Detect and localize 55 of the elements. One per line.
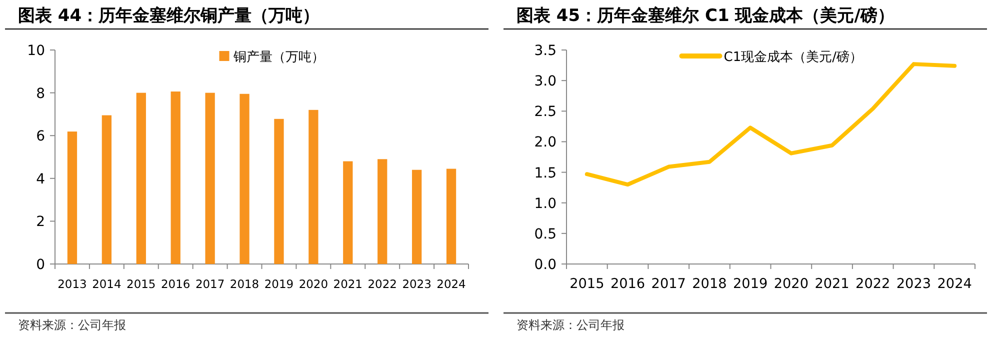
y-tick-label: 0.0 [534, 257, 556, 273]
y-tick-label: 4 [36, 171, 46, 188]
chart-title: 图表 45：历年金塞维尔 C1 现金成本（美元/磅） [516, 6, 894, 26]
x-tick-label: 2020 [774, 276, 808, 292]
bar [308, 110, 318, 264]
line-series [584, 62, 957, 187]
y-tick-label: 2.5 [534, 104, 556, 120]
bar [205, 92, 215, 264]
x-tick-label: 2023 [896, 276, 932, 292]
bar [240, 94, 250, 264]
x-tick-label: 2022 [368, 277, 397, 291]
x-tick-label: 2016 [610, 276, 646, 292]
bar [170, 92, 180, 264]
x-tick-label: 2017 [651, 276, 686, 292]
chart-title: 图表 44：历年金塞维尔铜产量（万吨） [18, 6, 320, 26]
bar [274, 118, 284, 264]
x-tick-label: 2020 [298, 277, 328, 291]
text: 资料来源：公司年报 [516, 318, 624, 332]
y-tick-label: 2.0 [534, 134, 556, 151]
text: 资料来源：公司年报 [18, 318, 126, 332]
y-tick-label: 0.5 [534, 226, 556, 242]
y-tick-label: 1.0 [534, 196, 556, 212]
y-tick-label: 3.0 [534, 74, 556, 90]
bar [378, 159, 388, 264]
y-tick-label: 10 [27, 43, 45, 59]
x-tick-label: 2024 [436, 277, 466, 291]
x-tick-label: 2023 [402, 277, 432, 291]
y-tick-label: 3.5 [534, 43, 556, 59]
x-tick-label: 2015 [126, 277, 156, 291]
x-tick-label: 2016 [161, 277, 190, 291]
bar [102, 115, 112, 264]
x-tick-label: 2021 [333, 277, 362, 291]
y-tick-label: 2 [36, 214, 45, 230]
x-tick-label: 2014 [92, 277, 122, 291]
x-tick-label: 2022 [856, 276, 890, 292]
bar [67, 132, 78, 264]
bar [412, 170, 422, 264]
x-tick-label: 2018 [230, 277, 260, 291]
x-tick-label: 2015 [570, 276, 604, 292]
y-tick-label: 6 [36, 128, 46, 145]
x-tick-label: 2013 [58, 277, 87, 291]
bar [343, 161, 353, 264]
x-tick-label: 2019 [733, 276, 768, 292]
x-tick-label: 2018 [692, 276, 727, 292]
bar [136, 92, 146, 264]
y-tick-label: 1.5 [534, 165, 556, 182]
x-tick-label: 2017 [195, 277, 225, 291]
legend-label: C1现金成本（美元/磅） [724, 49, 862, 65]
x-tick-label: 2021 [814, 276, 850, 292]
bar [446, 168, 456, 264]
x-tick-label: 2024 [937, 276, 972, 292]
x-tick-label: 2019 [264, 277, 294, 291]
y-tick-label: 0 [36, 257, 45, 273]
y-tick-label: 8 [36, 86, 45, 102]
legend-label: 铜产量（万吨） [232, 50, 324, 65]
